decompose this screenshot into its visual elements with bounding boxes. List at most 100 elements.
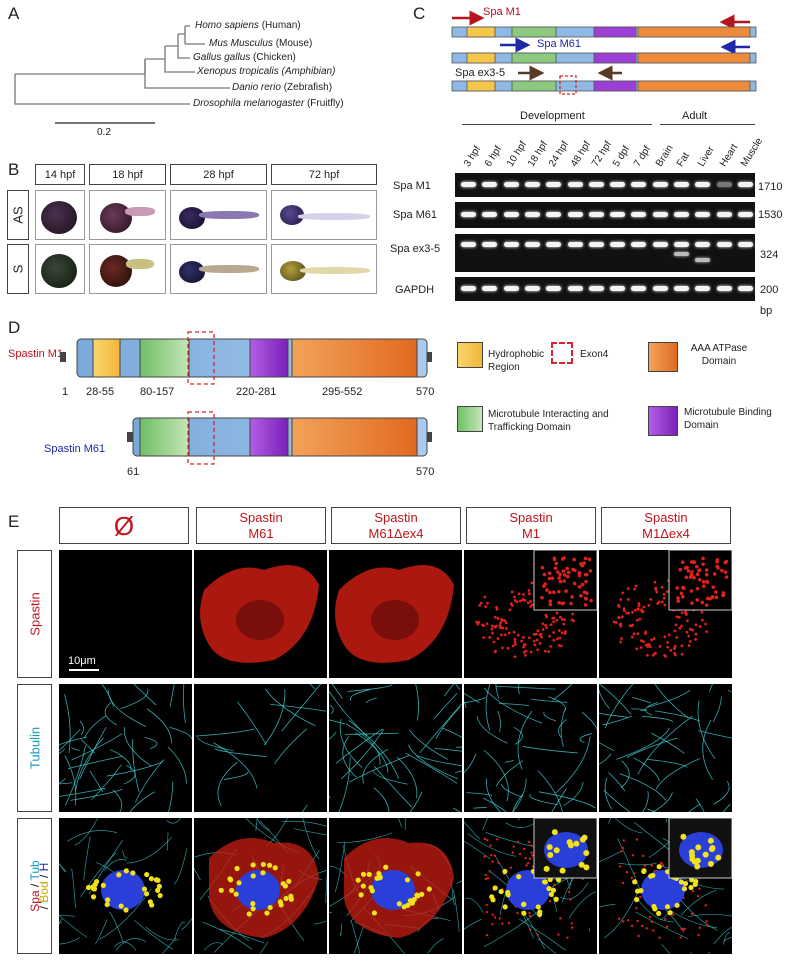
size-2: 1530 — [758, 209, 783, 221]
lane-label: Brain — [653, 143, 676, 169]
label-spastin-m61: Spastin M61 — [44, 443, 106, 455]
panel-a-letter: A — [8, 4, 20, 23]
micrograph-r1-c5 — [599, 550, 732, 678]
gel-band — [610, 182, 626, 187]
gel-band — [482, 286, 498, 291]
gel-band — [674, 182, 689, 187]
gel-band — [716, 182, 732, 187]
pos-570-m1: 570 — [416, 386, 435, 398]
gel-band — [567, 286, 583, 291]
micrograph-r3-c2 — [194, 818, 327, 954]
gel-band — [737, 286, 753, 291]
gel-band — [695, 242, 711, 247]
gel-band — [567, 242, 583, 247]
stage-72hpf: 72 hpf — [271, 164, 377, 185]
gel-label-3: Spa ex3-5 — [390, 243, 441, 255]
lane-label: 7 dpf — [632, 144, 654, 169]
legend-hydrophobic: Hydrophobic Region — [488, 349, 545, 373]
micrograph-r1-c3 — [329, 550, 462, 678]
embryo-as-14 — [35, 190, 85, 240]
legend-aaa: AAA ATPase Domain — [690, 343, 748, 367]
pos-295-552: 295-552 — [322, 386, 363, 398]
col-header-empty: Ø — [59, 507, 189, 544]
stage-14hpf: 14 hpf — [35, 164, 85, 185]
scale-label: 0.2 — [97, 127, 111, 138]
gel-label-1: Spa M1 — [393, 180, 431, 192]
gel-band — [524, 212, 540, 217]
micrograph-r1-c1 — [59, 550, 192, 678]
gel-band — [631, 212, 647, 217]
species-3: Gallus gallus (Chicken) — [193, 52, 296, 63]
construct-spa-m1: Spa M1 — [483, 6, 521, 18]
lane-label: 6 hpf — [483, 144, 505, 169]
pos-80-157: 80-157 — [140, 386, 175, 398]
micrograph-r1-c2 — [194, 550, 327, 678]
gel-band — [524, 182, 540, 187]
col-header-m1dex4: Spastin M1Δex4 — [601, 507, 731, 544]
micrograph-r2-c5 — [599, 684, 732, 812]
gel-band — [695, 286, 711, 291]
species-6: Drosophila melanogaster (Fruitfly) — [193, 98, 344, 109]
gel-band — [695, 212, 711, 217]
gel-band — [461, 242, 476, 247]
gel-band — [674, 252, 689, 256]
gel-label-4: GAPDH — [395, 284, 435, 296]
gel-band — [503, 182, 519, 187]
gel-band — [674, 212, 689, 217]
embryo-as-18 — [89, 190, 166, 240]
gel-band — [524, 286, 540, 291]
gel-band — [652, 182, 668, 187]
micrograph-r3-c3 — [329, 818, 462, 954]
legend-mit: Microtubule Interacting and Trafficking … — [488, 409, 609, 433]
legend-hydrophobic-swatch — [457, 342, 483, 368]
gel-band — [524, 242, 540, 247]
gel-spa-m1 — [455, 173, 755, 197]
gel-band — [716, 286, 732, 291]
row-label-tubulin: Tubulin — [17, 684, 52, 812]
gel-band — [674, 286, 689, 291]
row-s: S — [7, 244, 29, 294]
gel-band — [737, 182, 753, 187]
lane-label: 3 hpf — [462, 144, 484, 169]
col-header-m61: Spastin M61 — [196, 507, 326, 544]
embryo-s-14 — [35, 244, 85, 294]
lane-label: Liver — [696, 144, 718, 169]
gel-band — [610, 286, 626, 291]
gel-band — [674, 242, 689, 247]
gel-band — [588, 182, 604, 187]
stage-28hpf: 28 hpf — [170, 164, 267, 185]
legend-exon4: Exon4 — [580, 349, 609, 360]
pos-220-281: 220-281 — [236, 386, 277, 398]
lane-label: 5 dpf — [611, 144, 633, 169]
gel-band — [503, 286, 519, 291]
gel-band — [716, 242, 732, 247]
phylogenetic-tree — [14, 25, 230, 124]
species-1: Homo sapiens (Human) — [195, 20, 301, 31]
construct-spa-ex3-5: Spa ex3-5 — [455, 67, 506, 79]
gel-band — [588, 242, 604, 247]
embryo-s-72 — [271, 244, 377, 294]
col-header-m61dex4: Spastin M61Δex4 — [331, 507, 461, 544]
gel-band — [482, 242, 498, 247]
gel-band — [546, 182, 562, 187]
gel-band — [737, 212, 753, 217]
lane-label: 72 hpf — [589, 139, 614, 169]
gel-spa-m61 — [455, 202, 755, 228]
row-label-spastin: Spastin — [17, 550, 52, 678]
micrograph-r3-c4 — [464, 818, 597, 954]
lane-label: 48 hpf — [568, 139, 593, 169]
gel-band — [631, 182, 647, 187]
gel-band — [588, 286, 604, 291]
embryo-s-18 — [89, 244, 166, 294]
row-label-merge: Spa / Tub — [17, 818, 52, 954]
primer-constructs — [451, 10, 757, 95]
gel-band — [652, 212, 668, 217]
gel-band — [631, 286, 647, 291]
panel-d-letter: D — [8, 318, 21, 337]
gel-band — [610, 242, 626, 247]
micrograph-r1-c4 — [464, 550, 597, 678]
micrograph-r2-c4 — [464, 684, 597, 812]
group-adult: Adult — [682, 110, 708, 122]
lane-label: Muscle — [738, 136, 766, 169]
gel-band — [482, 212, 498, 217]
